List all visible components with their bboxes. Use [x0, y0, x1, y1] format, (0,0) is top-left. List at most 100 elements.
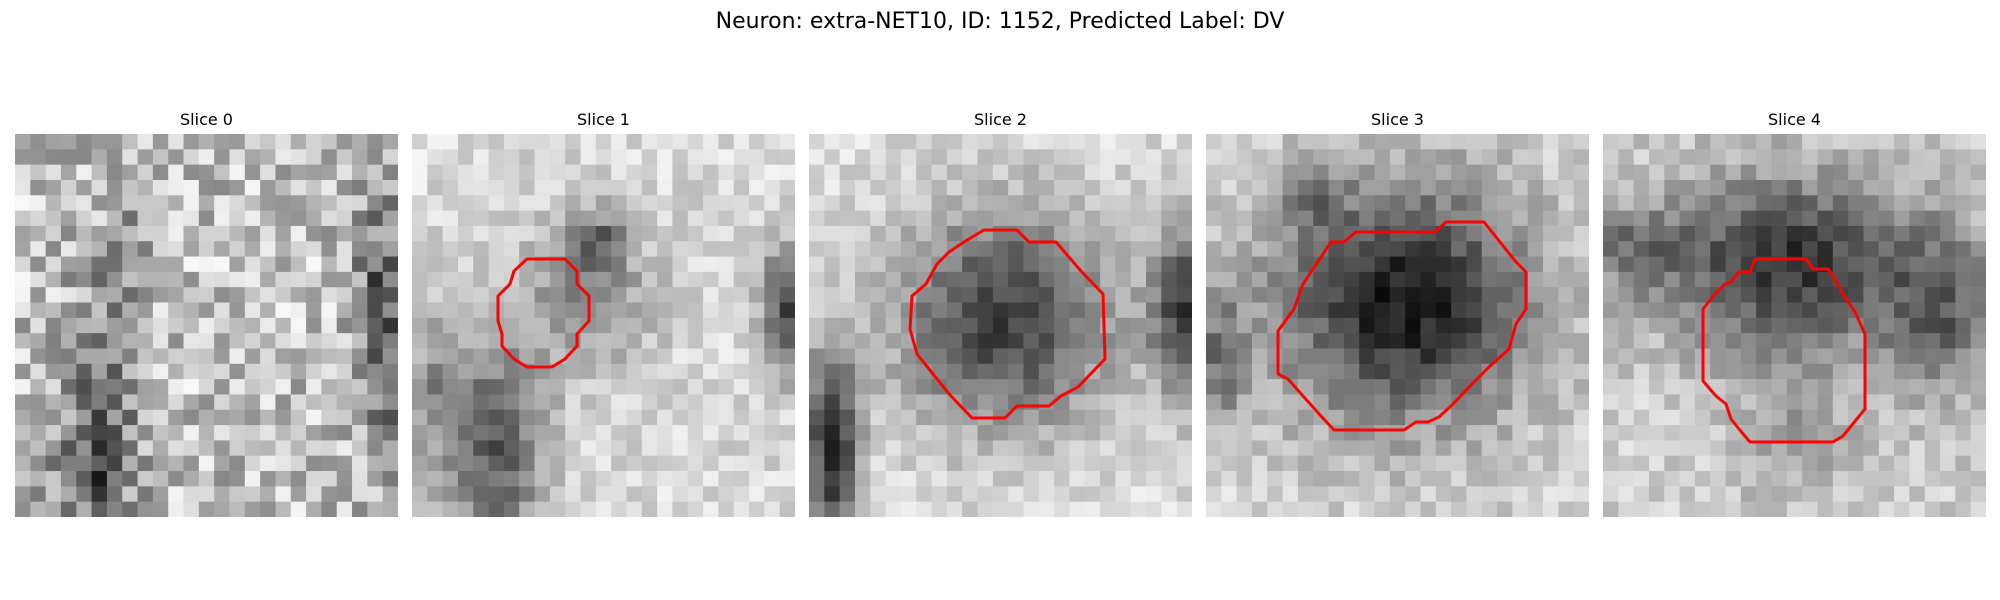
pixel: [1251, 134, 1268, 150]
pixel: [1543, 379, 1559, 396]
pixel: [503, 287, 520, 304]
pixel: [321, 486, 338, 503]
pixel: [1282, 394, 1299, 411]
pixel: [1633, 440, 1650, 457]
pixel: [442, 363, 459, 380]
pixel: [290, 149, 307, 166]
pixel: [457, 179, 474, 196]
pixel: [1558, 195, 1575, 212]
pixel: [611, 302, 628, 319]
pixel: [519, 486, 536, 503]
pixel: [1802, 394, 1819, 411]
pixel: [1878, 317, 1895, 334]
pixel: [611, 317, 628, 334]
pixel: [1008, 317, 1025, 334]
pixel: [503, 210, 520, 227]
pixel: [1084, 425, 1101, 441]
pixel: [244, 149, 261, 166]
pixel: [106, 379, 123, 396]
pixel: [1970, 302, 1986, 319]
pixel: [549, 317, 566, 334]
pixel: [1267, 179, 1284, 196]
pixel: [1267, 379, 1284, 396]
pixel: [503, 241, 520, 258]
pixel: [1038, 317, 1055, 334]
pixel: [687, 241, 704, 258]
pixel: [1970, 271, 1986, 288]
pixel: [580, 164, 597, 181]
pixel: [1481, 287, 1498, 304]
pixel: [260, 409, 277, 426]
pixel: [1359, 225, 1376, 242]
pixel: [1420, 149, 1437, 166]
pixel: [1267, 501, 1284, 517]
pixel: [1648, 333, 1665, 350]
pixel: [168, 149, 185, 166]
pixel: [15, 486, 31, 503]
pixel: [824, 241, 841, 258]
pixel: [1955, 317, 1972, 334]
pixel: [152, 271, 169, 288]
pixel: [1405, 256, 1422, 273]
pixel: [1282, 333, 1299, 350]
pixel: [1909, 225, 1926, 242]
pixel: [137, 471, 154, 487]
pixel: [1664, 225, 1681, 242]
pixel: [1970, 287, 1986, 304]
pixel: [1267, 225, 1284, 242]
pixel: [1115, 333, 1132, 350]
pixel: [321, 471, 338, 487]
pixel: [1359, 425, 1376, 441]
pixel: [854, 501, 871, 517]
pixel: [1771, 425, 1788, 441]
pixel: [657, 363, 674, 380]
pixel: [946, 379, 963, 396]
pixel: [1817, 225, 1834, 242]
pixel: [15, 501, 31, 517]
pixel: [1146, 440, 1162, 457]
pixel: [1221, 134, 1238, 150]
pixel: [1832, 149, 1849, 166]
pixel: [457, 271, 474, 288]
pixel: [1603, 149, 1619, 166]
pixel: [839, 241, 856, 258]
pixel: [657, 195, 674, 212]
pixel: [687, 195, 704, 212]
pixel: [1161, 409, 1178, 426]
pixel: [779, 164, 795, 181]
pixel: [1679, 134, 1696, 150]
pixel: [1405, 179, 1422, 196]
pixel: [1878, 440, 1895, 457]
pixel: [824, 379, 841, 396]
pixel: [1863, 287, 1880, 304]
pixel: [946, 287, 963, 304]
pixel: [183, 363, 200, 380]
pixel: [1633, 394, 1650, 411]
pixel: [687, 210, 704, 227]
pixel: [992, 486, 1009, 503]
pixel: [76, 225, 93, 242]
pixel: [809, 348, 825, 365]
pixel: [1664, 409, 1681, 426]
pixel: [1497, 455, 1513, 472]
pixel: [1512, 164, 1529, 181]
pixel: [382, 455, 398, 472]
pixel: [427, 379, 444, 396]
pixel: [1512, 394, 1529, 411]
pixel: [687, 179, 704, 196]
pixel: [15, 409, 31, 426]
pixel: [76, 394, 93, 411]
slice-title: Slice 2: [974, 110, 1027, 129]
pixel: [1909, 256, 1926, 273]
pixel: [321, 501, 338, 517]
pixel: [1084, 455, 1101, 472]
pixel: [412, 210, 428, 227]
pixel: [595, 471, 612, 487]
pixel: [809, 455, 825, 472]
pixel: [595, 195, 612, 212]
pixel: [779, 333, 795, 350]
pixel: [1054, 455, 1071, 472]
pixel: [1863, 455, 1880, 472]
pixel: [1405, 486, 1422, 503]
pixel: [1924, 302, 1941, 319]
